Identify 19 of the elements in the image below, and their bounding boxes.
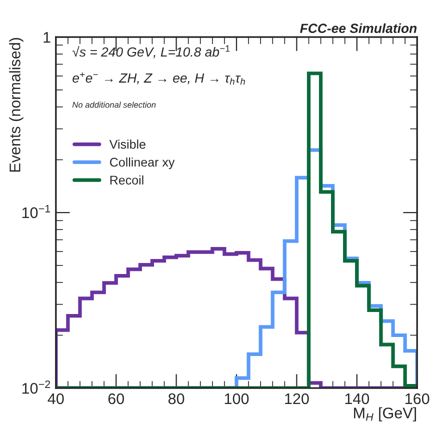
legend-label: Recoil (110, 175, 144, 185)
annotation: √s = 240 GeV, L=10.8 ab$^{−1}$ (72, 45, 230, 58)
legend-label: Visible (109, 140, 146, 149)
x-tick-label: 120 (285, 393, 309, 404)
y-tick-label: 1 (44, 32, 50, 43)
y-tick-label: 10$^{−1}$ (22, 204, 50, 218)
chart-title: FCC-ee Simulation (300, 23, 417, 34)
x-tick-label: 140 (345, 393, 370, 404)
y-axis-title: Events (normalised) (9, 38, 24, 172)
x-tick-label: 80 (168, 393, 184, 404)
annotation: No additional selection (72, 102, 156, 108)
x-axis-title: M$_{H}$ [GeV] (354, 407, 416, 422)
legend-label: Collinear xy (110, 157, 175, 170)
x-tick-label: 60 (108, 393, 124, 404)
x-tick-label: 160 (406, 393, 430, 404)
x-tick-label: 100 (224, 393, 249, 404)
x-tick-label: 40 (48, 393, 64, 404)
annotation: e$^{+}$e$^{−}$ → ZH, Z → ee, H → τ$_{h}$τ$_{h}$ (72, 72, 245, 85)
y-tick-label: 10$^{−2}$ (22, 380, 50, 394)
